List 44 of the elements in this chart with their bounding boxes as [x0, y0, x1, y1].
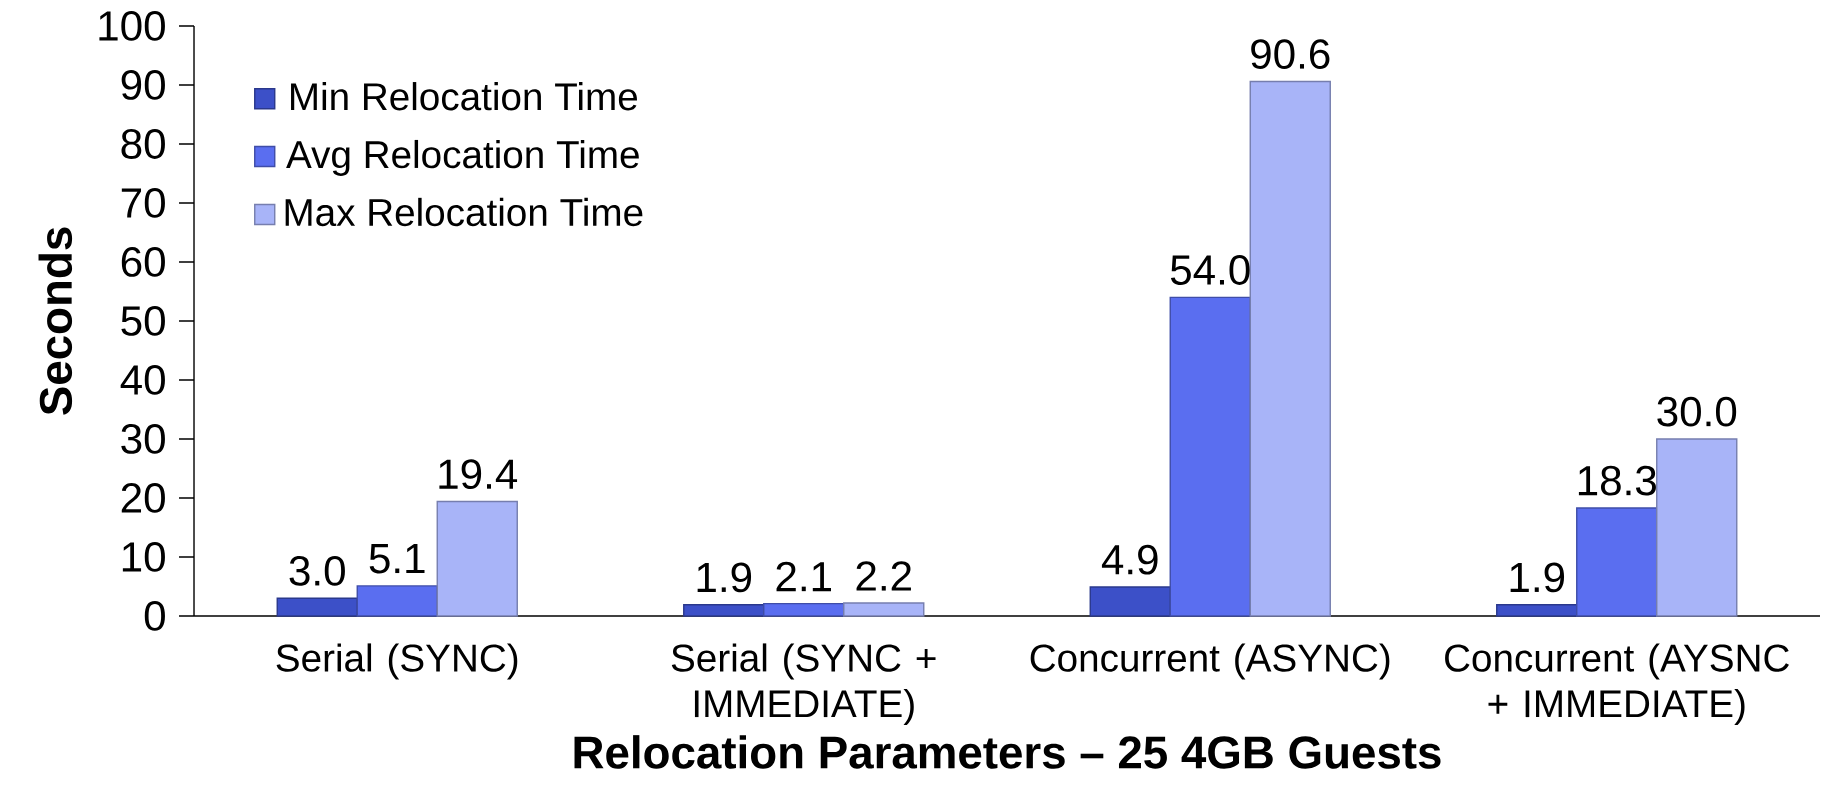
data-label: 90.6 — [1251, 39, 1330, 70]
y-tick-label: 100 — [99, 11, 165, 41]
data-label: 18.3 — [1578, 465, 1656, 496]
bar — [1576, 507, 1658, 617]
y-tick-label: 20 — [121, 483, 165, 513]
data-label: 2.1 — [776, 561, 831, 592]
x-tick-label: Serial (SYNC) — [276, 643, 518, 680]
x-tick-label: Concurrent (AYSNC + IMMEDIATE) — [1445, 643, 1789, 726]
y-tick-label: 80 — [121, 129, 165, 159]
data-label: 1.9 — [697, 562, 752, 593]
x-axis-title: Relocation Parameters – 25 4GB Guests — [574, 735, 1441, 769]
data-label: 4.9 — [1101, 544, 1158, 575]
legend-label: Avg Relocation Time — [286, 139, 639, 176]
y-tick-label: 70 — [121, 188, 165, 218]
y-tick-label: 30 — [121, 424, 165, 454]
x-tick-label: Serial (SYNC + IMMEDIATE) — [671, 643, 936, 726]
y-tick-label: 40 — [120, 365, 165, 395]
legend-label: Max Relocation Time — [285, 197, 643, 227]
data-label: 3.0 — [289, 556, 345, 586]
bar — [436, 500, 518, 617]
y-tick-label: 90 — [121, 70, 165, 100]
bar — [683, 604, 765, 617]
bar — [1089, 586, 1171, 617]
bar — [1656, 438, 1738, 617]
y-tick-label: 60 — [121, 247, 165, 277]
data-label: 54.0 — [1170, 255, 1250, 285]
x-tick-label: Concurrent (ASYNC) — [1030, 643, 1390, 680]
data-label: 2.2 — [856, 561, 911, 591]
bar — [1249, 80, 1331, 617]
data-label: 5.1 — [369, 544, 425, 574]
bar — [1169, 296, 1251, 617]
legend-label: Min Relocation Time — [291, 82, 638, 111]
y-tick-label: 0 — [144, 601, 165, 631]
y-tick-label: 10 — [122, 542, 165, 572]
y-axis-title: Seconds — [38, 227, 73, 415]
data-label: 19.4 — [439, 459, 518, 490]
bar — [276, 597, 358, 617]
bar — [843, 602, 925, 617]
data-label: 30.0 — [1657, 396, 1737, 427]
bar — [763, 602, 845, 617]
data-label: 1.9 — [1510, 562, 1565, 593]
bar — [356, 585, 438, 617]
bar — [1496, 604, 1578, 617]
y-tick-label: 50 — [121, 306, 165, 336]
